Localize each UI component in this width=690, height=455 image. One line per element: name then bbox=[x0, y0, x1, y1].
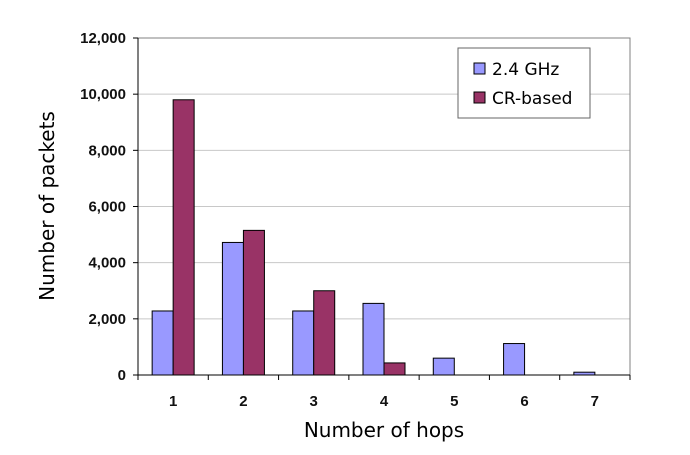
bar-2-4-ghz-hop-1 bbox=[151, 310, 174, 376]
bar-2-4-ghz-hop-6 bbox=[503, 343, 526, 376]
x-axis-title: Number of hops bbox=[304, 418, 464, 442]
x-tick-label: 6 bbox=[520, 393, 528, 410]
y-tick-label: 8,000 bbox=[88, 142, 126, 159]
x-tick-label: 3 bbox=[310, 393, 318, 410]
y-tick-label: 6,000 bbox=[88, 199, 126, 216]
legend-label-2-4-ghz: 2.4 GHz bbox=[492, 60, 559, 80]
legend-box bbox=[457, 47, 591, 119]
bar-cr-based-hop-2 bbox=[242, 229, 265, 376]
bar-2-4-ghz-hop-4 bbox=[362, 302, 385, 376]
bar-2-4-ghz-hop-3 bbox=[292, 310, 315, 376]
bar-cr-based-hop-4 bbox=[383, 362, 406, 376]
axes bbox=[133, 37, 631, 380]
legend: 2.4 GHz CR-based bbox=[457, 47, 591, 119]
bar-cr-based-hop-1 bbox=[172, 99, 195, 376]
x-tick-label: 1 bbox=[169, 393, 177, 410]
x-tick-label: 4 bbox=[380, 393, 389, 410]
x-tick-label: 7 bbox=[591, 393, 599, 410]
gridlines bbox=[138, 93, 630, 320]
x-tick-label: 5 bbox=[450, 393, 458, 410]
legend-label-cr-based: CR-based bbox=[492, 89, 572, 109]
y-tick-label: 2,000 bbox=[88, 311, 126, 328]
bar-2-4-ghz-hop-2 bbox=[221, 241, 244, 376]
y-tick-label: 4,000 bbox=[88, 255, 126, 272]
y-axis-title: Number of packets bbox=[35, 111, 59, 301]
y-tick-label: 12,000 bbox=[80, 30, 126, 47]
y-tick-label: 10,000 bbox=[80, 86, 126, 103]
bar-cr-based-hop-3 bbox=[313, 290, 336, 376]
bars bbox=[151, 99, 596, 376]
bar-2-4-ghz-hop-5 bbox=[432, 357, 455, 376]
y-tick-labels: 0 2,000 4,000 6,000 8,000 10,000 12,000 bbox=[80, 30, 126, 384]
y-tick-label: 0 bbox=[118, 367, 126, 384]
x-tick-labels: 1 2 3 4 5 6 7 bbox=[169, 393, 599, 410]
legend-swatch-cr-based bbox=[473, 91, 486, 104]
legend-swatch-2-4-ghz bbox=[473, 62, 486, 75]
x-tick-label: 2 bbox=[239, 393, 247, 410]
